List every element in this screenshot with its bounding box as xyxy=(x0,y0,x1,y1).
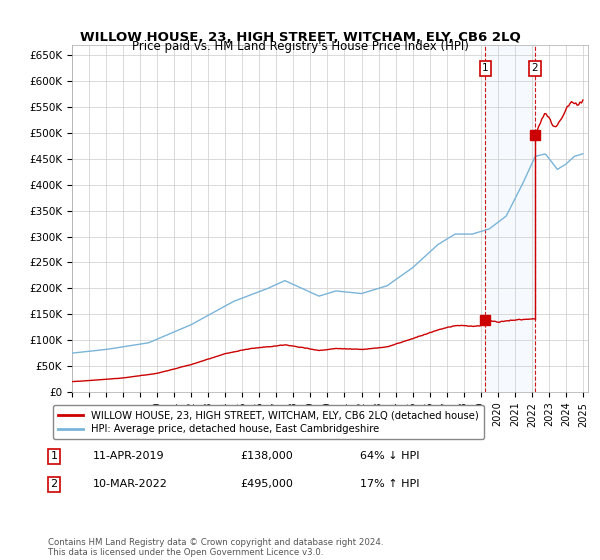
Text: 64% ↓ HPI: 64% ↓ HPI xyxy=(360,451,419,461)
Text: 1: 1 xyxy=(482,63,489,73)
Text: £495,000: £495,000 xyxy=(240,479,293,489)
Legend: WILLOW HOUSE, 23, HIGH STREET, WITCHAM, ELY, CB6 2LQ (detached house), HPI: Aver: WILLOW HOUSE, 23, HIGH STREET, WITCHAM, … xyxy=(53,405,484,440)
Text: 2: 2 xyxy=(50,479,58,489)
Text: Contains HM Land Registry data © Crown copyright and database right 2024.
This d: Contains HM Land Registry data © Crown c… xyxy=(48,538,383,557)
Text: 11-APR-2019: 11-APR-2019 xyxy=(93,451,164,461)
Text: 17% ↑ HPI: 17% ↑ HPI xyxy=(360,479,419,489)
Text: 1: 1 xyxy=(50,451,58,461)
Text: WILLOW HOUSE, 23, HIGH STREET, WITCHAM, ELY, CB6 2LQ: WILLOW HOUSE, 23, HIGH STREET, WITCHAM, … xyxy=(80,31,520,44)
Bar xyxy=(485,45,535,392)
Text: £138,000: £138,000 xyxy=(240,451,293,461)
Text: 10-MAR-2022: 10-MAR-2022 xyxy=(93,479,168,489)
Text: Price paid vs. HM Land Registry's House Price Index (HPI): Price paid vs. HM Land Registry's House … xyxy=(131,40,469,53)
Text: 2: 2 xyxy=(532,63,538,73)
